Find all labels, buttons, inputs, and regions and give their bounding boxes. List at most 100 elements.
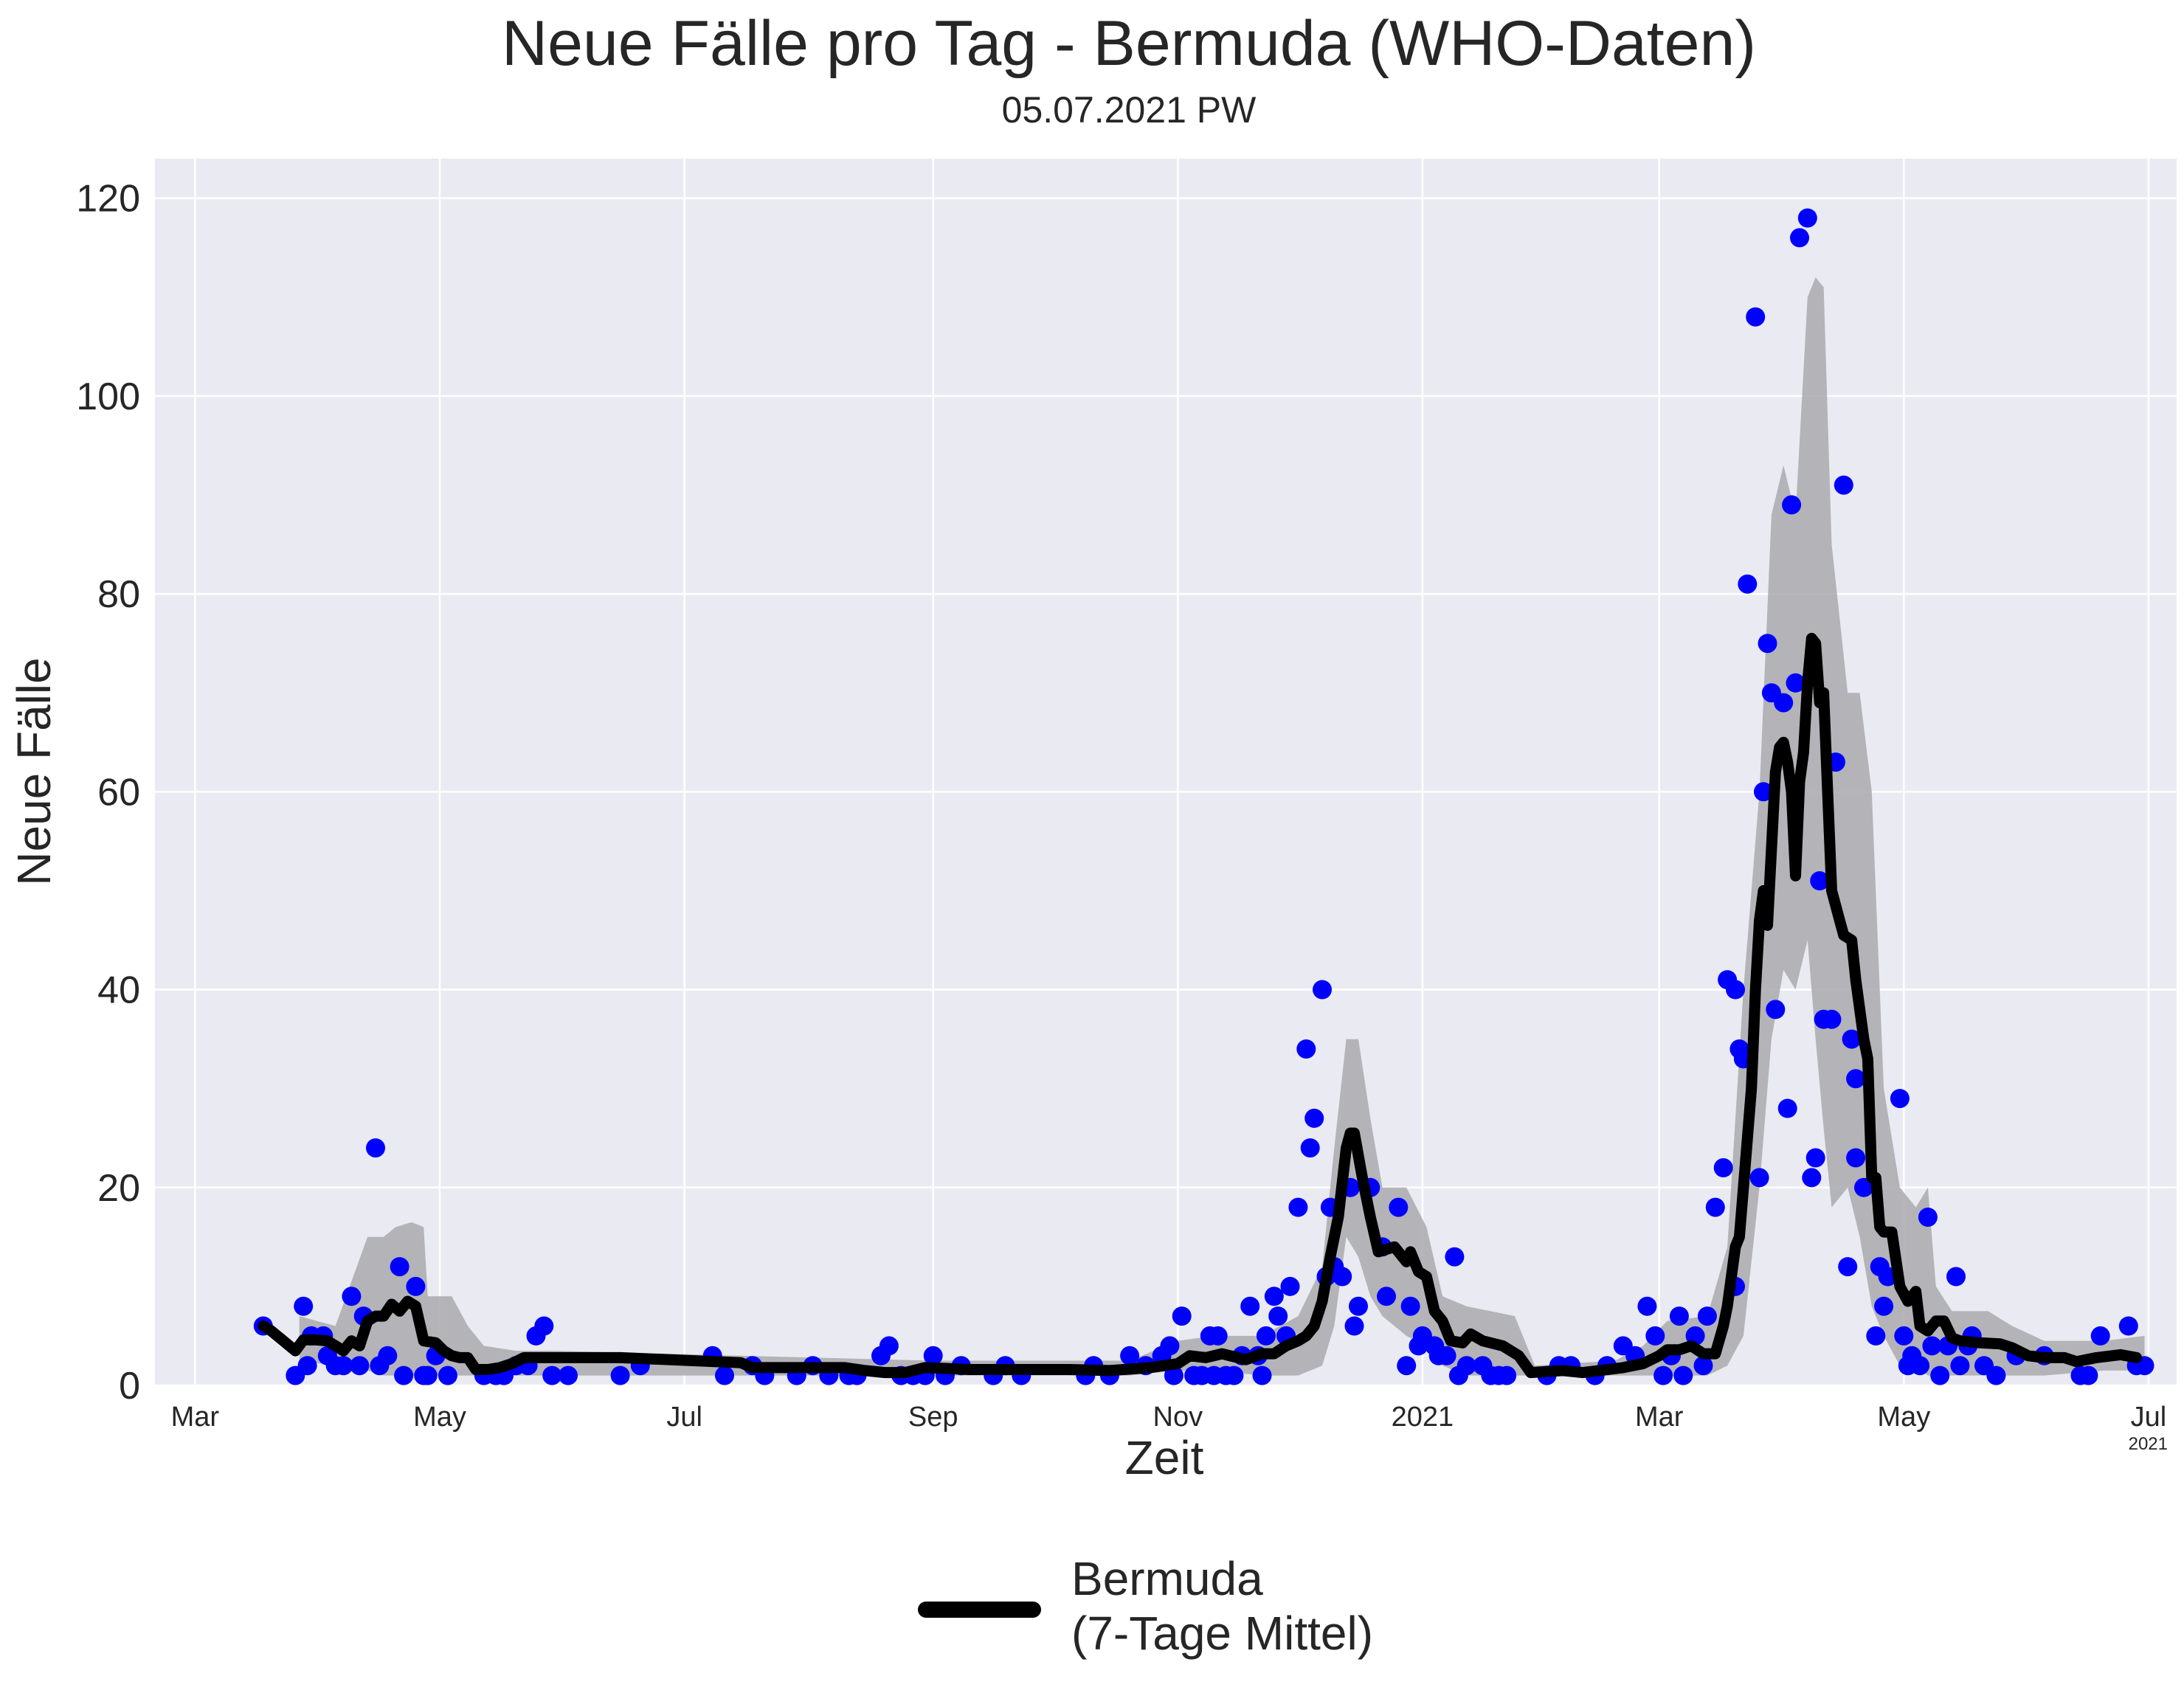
legend-label: Bermuda (7-Tage Mittel) [1071,1552,1373,1660]
y-tick-label: 120 [76,178,140,221]
data-point [2078,1365,2098,1385]
data-point [1738,574,1758,594]
x-tick-label: Sep [908,1402,958,1433]
data-point [1377,1287,1396,1306]
legend: Bermuda (7-Tage Mittel) [918,1552,1373,1660]
data-point [1894,1326,1914,1346]
data-point [1296,1039,1316,1059]
chart-title: Neue Fälle pro Tag - Bermuda (WHO-Daten) [502,8,1756,79]
data-point [1790,228,1809,248]
data-point [1264,1287,1284,1306]
data-point [1256,1326,1276,1346]
data-point [1838,1257,1858,1277]
data-point [1866,1326,1886,1346]
data-point [534,1316,554,1336]
data-point [1786,673,1805,693]
data-point [879,1336,899,1356]
y-axis-label: Neue Fälle [7,657,61,886]
data-point [1890,1089,1910,1109]
x-tick-labels: Mar May Jul Sep Nov 2021 Mar May Jul [171,1402,2167,1433]
data-point [342,1287,362,1306]
data-point [1802,1168,1822,1188]
data-point [1874,1296,1894,1316]
data-point [406,1276,426,1296]
data-point [1397,1356,1417,1376]
data-point [390,1257,410,1277]
y-tick-label: 0 [119,1365,140,1408]
y-tick-label: 20 [97,1167,140,1210]
x-tick-label: Nov [1153,1402,1203,1433]
data-point [1754,782,1773,802]
data-point [1669,1306,1689,1326]
data-point [1766,1000,1786,1019]
data-point [350,1356,370,1376]
data-point [1782,495,1802,515]
data-point [1333,1267,1352,1287]
data-point [1822,1009,1842,1029]
data-point [1805,1148,1825,1168]
data-point [1349,1296,1368,1316]
data-point [1797,208,1817,228]
data-point [1777,1098,1797,1118]
data-point [1842,1029,1862,1049]
y-tick-label: 80 [97,573,140,616]
data-point [1224,1365,1244,1385]
data-point [1910,1356,1930,1376]
data-point [438,1365,457,1385]
data-point [2118,1316,2138,1336]
chart-subtitle: 05.07.2021 PW [1002,89,1257,131]
data-point [1445,1247,1465,1267]
data-point [1164,1365,1183,1385]
data-point [1930,1365,1950,1385]
data-point [1240,1296,1260,1316]
data-point [1673,1365,1693,1385]
data-point [1846,1148,1866,1168]
data-point [1834,475,1853,495]
y-tick-label: 100 [76,375,140,418]
data-point [1946,1267,1966,1287]
series-line-bermuda [258,632,2143,1379]
data-point [418,1365,438,1385]
data-point [559,1365,578,1385]
data-point [1172,1306,1192,1326]
data-point [1456,1356,1476,1376]
data-point [1400,1296,1420,1316]
data-point [1693,1356,1713,1376]
data-point [394,1365,414,1385]
data-point [1726,980,1745,1000]
data-point [542,1365,562,1385]
x-tick-label: May [413,1402,466,1433]
y-tick-labels: 0 20 40 60 80 100 120 [76,178,140,1408]
x-tick-label: May [1877,1402,1930,1433]
x-tick-label: Mar [1635,1402,1684,1433]
data-point [1810,871,1830,890]
data-point [378,1346,398,1365]
data-point [1645,1326,1665,1346]
data-point [1288,1197,1308,1217]
data-point [334,1356,353,1376]
data-point [1208,1326,1228,1346]
data-point [1918,1208,1938,1227]
data-point [1344,1316,1364,1336]
data-point [1252,1365,1272,1385]
data-point [1758,634,1777,654]
data-point [1986,1365,2006,1385]
y-tick-label: 40 [97,969,140,1012]
x-tick-label: Mar [171,1402,220,1433]
data-point [1653,1365,1673,1385]
data-point [1300,1138,1320,1158]
y-tick-label: 60 [97,771,140,814]
data-point [366,1138,385,1158]
x-axis-label: Zeit [1125,1431,1204,1484]
data-point [1304,1108,1324,1128]
data-point [1746,307,1766,327]
x-tick-label: Jul [666,1402,702,1433]
data-point [1854,1177,1873,1197]
data-point [1637,1296,1657,1316]
data-point [1774,693,1794,713]
x-tick-label: Jul [2131,1402,2167,1433]
data-point [1705,1197,1725,1217]
data-point [923,1346,943,1365]
data-point [1697,1306,1717,1326]
